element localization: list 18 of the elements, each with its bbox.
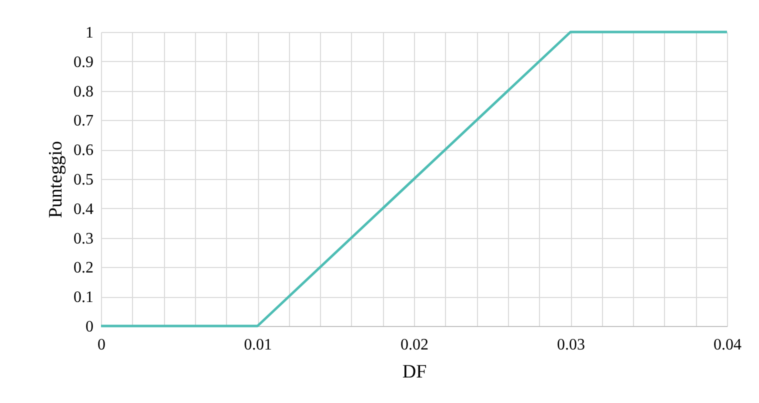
x-tick-label: 0.03 (557, 336, 585, 354)
y-tick-label: 0.6 (74, 142, 94, 160)
y-tick-label: 0.9 (74, 54, 94, 71)
y-tick-label: 0.1 (74, 289, 94, 306)
y-tick-label: 1 (86, 24, 94, 42)
x-tick-label: 0.01 (244, 336, 272, 354)
x-tick-label: 0.02 (400, 336, 428, 354)
y-tick-label: 0.8 (74, 83, 94, 100)
y-tick-label: 0.5 (74, 172, 94, 188)
y-tick-label: 0.3 (74, 230, 94, 248)
y-tick-label: 0.4 (74, 200, 94, 218)
y-tick-label: 0.7 (74, 112, 94, 130)
y-tick-label: 0 (86, 318, 94, 336)
x-tick-label: 0.04 (714, 336, 742, 354)
x-tick-label: 0 (98, 336, 106, 354)
x-axis-title: DF (402, 362, 427, 382)
y-axis-title: Punteggio (46, 140, 66, 218)
y-tick-label: 0.2 (74, 260, 94, 277)
